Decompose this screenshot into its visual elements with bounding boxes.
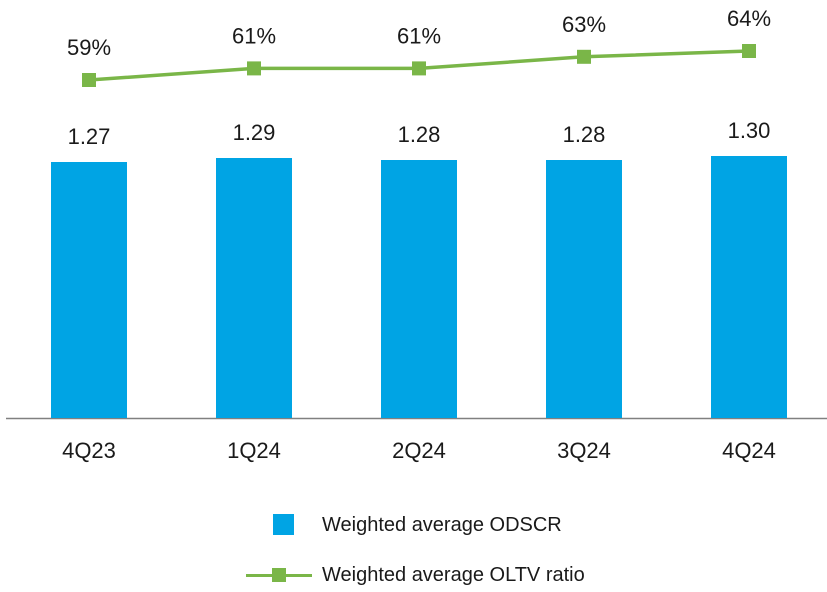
line-marker-oltv [247, 61, 261, 76]
bar-odscr [711, 156, 787, 418]
x-tick-label: 4Q23 [62, 438, 116, 463]
bar-value-label: 1.29 [233, 120, 276, 145]
bar-odscr [546, 160, 622, 418]
legend-marker-swatch [272, 568, 286, 582]
bar-odscr [51, 162, 127, 418]
legend-bar-swatch [273, 514, 294, 535]
legend-item-odscr: Weighted average ODSCR [246, 508, 666, 542]
line-value-label: 61% [397, 23, 441, 48]
legend-item-oltv: Weighted average OLTV ratio [246, 558, 666, 592]
line-marker-oltv [412, 61, 426, 76]
bar-value-label: 1.28 [563, 122, 606, 147]
x-tick-label: 4Q24 [722, 438, 776, 463]
bar-odscr [216, 158, 292, 418]
bar-odscr [381, 160, 457, 418]
line-marker-oltv [82, 73, 96, 87]
line-value-label: 63% [562, 12, 606, 37]
x-tick-label: 3Q24 [557, 438, 611, 463]
line-value-label: 59% [67, 35, 111, 60]
line-value-label: 64% [727, 6, 771, 31]
bar-value-label: 1.27 [68, 124, 111, 149]
x-tick-label: 2Q24 [392, 438, 446, 463]
legend-label-oltv: Weighted average OLTV ratio [322, 563, 585, 586]
bar-value-label: 1.30 [728, 118, 771, 143]
bar-value-label: 1.28 [398, 122, 441, 147]
line-value-label: 61% [232, 23, 276, 48]
line-marker-oltv [742, 44, 756, 58]
line-marker-oltv [577, 49, 591, 64]
legend-label-odscr: Weighted average ODSCR [322, 513, 562, 536]
x-tick-label: 1Q24 [227, 438, 281, 463]
